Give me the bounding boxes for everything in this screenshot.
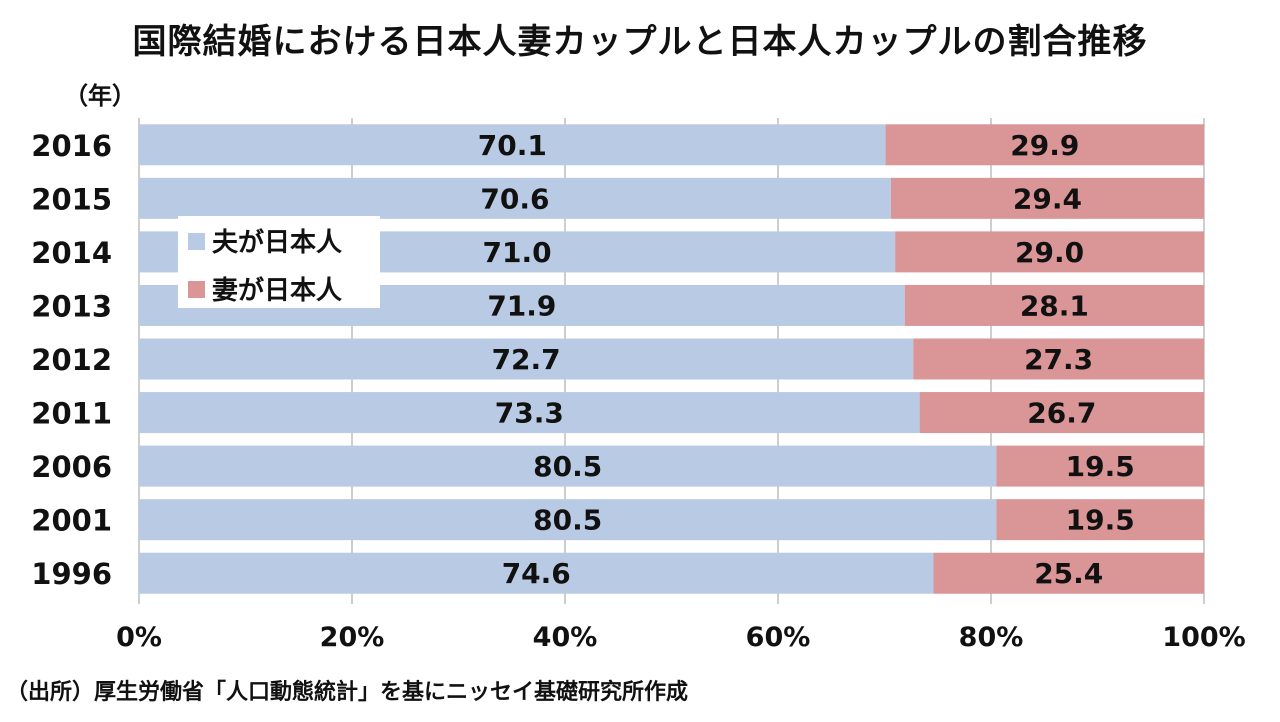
bar-wife-japanese (890, 177, 1204, 219)
bar-husband-japanese (139, 445, 997, 487)
data-label: 29.0 (1015, 236, 1084, 269)
data-label: 25.4 (1034, 557, 1103, 590)
data-label: 70.6 (480, 182, 549, 215)
data-label: 80.5 (533, 450, 602, 483)
y-tick-label: 1996 (31, 557, 112, 591)
y-axis-unit-label: （年） (64, 82, 136, 110)
data-label: 29.4 (1013, 182, 1082, 215)
legend-box (178, 216, 380, 308)
y-tick-label: 2013 (31, 289, 112, 323)
data-label: 72.7 (492, 343, 561, 376)
x-tick-label: 80% (959, 622, 1024, 653)
bar-wife-japanese (904, 284, 1204, 326)
x-tick-label: 0% (116, 622, 162, 653)
bar-wife-japanese (919, 392, 1204, 434)
data-label: 71.0 (483, 236, 552, 269)
data-label: 27.3 (1024, 343, 1093, 376)
data-label: 74.6 (502, 557, 571, 590)
legend-swatch (188, 233, 205, 250)
chart-title: 国際結婚における日本人妻カップルと日本人カップルの割合推移 (132, 22, 1148, 62)
bar-husband-japanese (139, 338, 914, 380)
data-label: 19.5 (1066, 450, 1135, 483)
data-label: 29.9 (1010, 129, 1079, 162)
bar-wife-japanese (885, 124, 1204, 166)
y-tick-label: 2001 (31, 504, 112, 538)
data-label: 70.1 (478, 129, 547, 162)
y-tick-label: 2012 (31, 343, 112, 377)
y-tick-label: 2006 (31, 450, 112, 484)
data-label: 80.5 (533, 504, 602, 537)
axes: 0% 20% 40% 60% 80% 100% （年） 2016 2015 2014 2013 201… (31, 82, 1245, 653)
y-tick-label: 2011 (31, 397, 112, 431)
data-label: 19.5 (1066, 504, 1135, 537)
y-tick-label: 2015 (31, 182, 112, 216)
bar-husband-japanese (139, 177, 891, 219)
bar-husband-japanese (139, 124, 886, 166)
y-tick-label: 2014 (31, 236, 112, 270)
bar-husband-japanese (139, 392, 920, 434)
bar-wife-japanese (895, 231, 1204, 273)
y-tick-label: 2016 (31, 129, 112, 163)
legend-swatch (188, 281, 205, 298)
bar-wife-japanese (996, 499, 1204, 541)
legend-label: 妻が日本人 (212, 275, 342, 306)
legend-label: 夫が日本人 (212, 227, 342, 258)
bar-wife-japanese (933, 552, 1204, 594)
bar-wife-japanese (913, 338, 1204, 380)
source-note: （出所）厚生労働省「人口動態統計」を基にニッセイ基礎研究所作成 (6, 680, 689, 705)
x-tick-label: 100% (1162, 622, 1245, 653)
data-label: 26.7 (1027, 397, 1096, 430)
data-label: 71.9 (487, 289, 556, 322)
bar-wife-japanese (996, 445, 1204, 487)
bar-husband-japanese (139, 499, 997, 541)
bars (139, 124, 1204, 594)
data-label: 73.3 (495, 397, 564, 430)
x-tick-label: 60% (746, 622, 811, 653)
data-labels: 70.1 29.9 70.6 29.4 71.0 29.0 71.9 28.1 72.7 27.3… (478, 129, 1135, 590)
data-label: 28.1 (1020, 289, 1089, 322)
bar-husband-japanese (139, 552, 934, 594)
x-tick-label: 40% (533, 622, 598, 653)
x-tick-label: 20% (320, 622, 385, 653)
